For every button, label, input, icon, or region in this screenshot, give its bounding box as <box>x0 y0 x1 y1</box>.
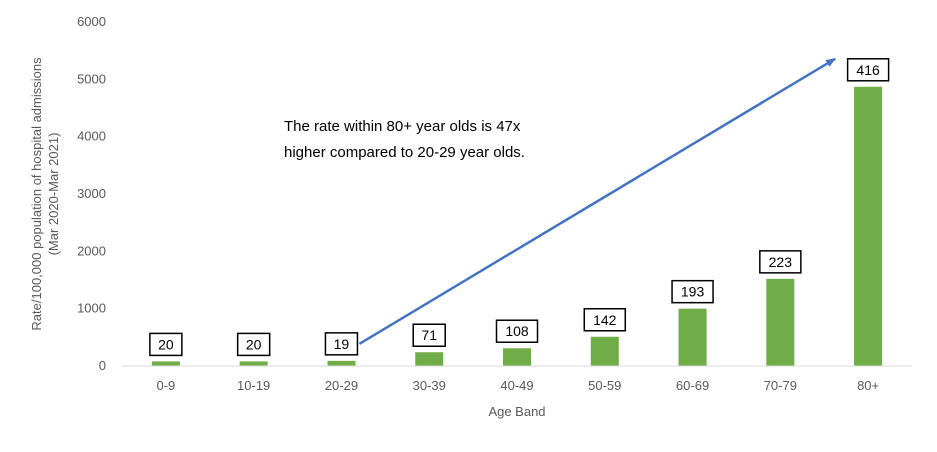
x-tick-label: 70-79 <box>764 378 797 393</box>
x-tick-label: 50-59 <box>588 378 621 393</box>
x-tick-label: 40-49 <box>500 378 533 393</box>
data-label-box <box>236 332 271 357</box>
data-label: 193 <box>681 284 705 300</box>
data-label-box <box>149 332 183 357</box>
data-label: 19 <box>334 336 350 352</box>
x-tick-label: 0-9 <box>156 378 175 393</box>
data-label-box <box>412 323 446 347</box>
arrow-line <box>358 57 836 345</box>
y-axis-title-line-2: (Mar 2020-Mar 2021) <box>46 133 61 256</box>
bar <box>678 308 707 366</box>
data-label: 20 <box>246 336 262 352</box>
data-label-box <box>759 250 802 274</box>
data-label-box <box>846 58 890 82</box>
x-axis-title: Age Band <box>488 404 545 419</box>
bar <box>854 86 883 366</box>
x-tick-label: 60-69 <box>676 378 709 393</box>
y-tick-label: 0 <box>99 358 106 373</box>
y-axis-title: Rate/100,000 population of hospital admi… <box>29 57 61 331</box>
x-tick-label: 10-19 <box>237 378 270 393</box>
bar <box>766 278 795 366</box>
data-label-box <box>324 332 359 356</box>
y-tick-label: 5000 <box>77 71 106 86</box>
y-tick-label: 4000 <box>77 129 106 144</box>
y-tick-label: 1000 <box>77 301 106 316</box>
x-tick-label: 30-39 <box>413 378 446 393</box>
data-label: 142 <box>593 312 617 328</box>
data-label: 20 <box>158 336 174 352</box>
x-axis-ticks: 0-9 10-19 20-29 30-39 40-49 50-59 60-69 70-79 80… <box>156 378 879 393</box>
bar <box>590 336 619 366</box>
bar <box>327 360 356 366</box>
bar <box>239 361 268 366</box>
bars <box>151 86 883 366</box>
data-label-box <box>495 319 539 343</box>
bar <box>503 348 531 366</box>
x-tick-label: 20-29 <box>325 378 358 393</box>
arrow-annotation <box>358 57 836 345</box>
data-labels: 20 20 19 71 108 142 193 223 416 <box>149 58 890 357</box>
data-label: 223 <box>769 254 793 270</box>
annotation-line-2: higher compared to 20-29 year olds. <box>284 144 525 161</box>
data-label-box <box>671 279 714 304</box>
annotation-text: The rate within 80+ year olds is 47x hig… <box>284 118 525 161</box>
x-tick-label: 80+ <box>857 378 879 393</box>
data-label: 416 <box>856 62 880 78</box>
y-axis-ticks: 0 1000 2000 3000 4000 5000 6000 <box>77 14 106 373</box>
y-tick-label: 2000 <box>77 243 106 258</box>
bar <box>415 352 444 366</box>
data-label: 108 <box>505 323 529 339</box>
y-tick-label: 3000 <box>77 186 106 201</box>
y-tick-label: 6000 <box>77 14 106 29</box>
annotation-line-1: The rate within 80+ year olds is 47x <box>284 118 521 135</box>
data-label: 71 <box>421 327 437 343</box>
y-axis-title-line-1: Rate/100,000 population of hospital admi… <box>29 57 44 331</box>
data-label-box <box>583 308 627 332</box>
bar <box>151 361 180 366</box>
